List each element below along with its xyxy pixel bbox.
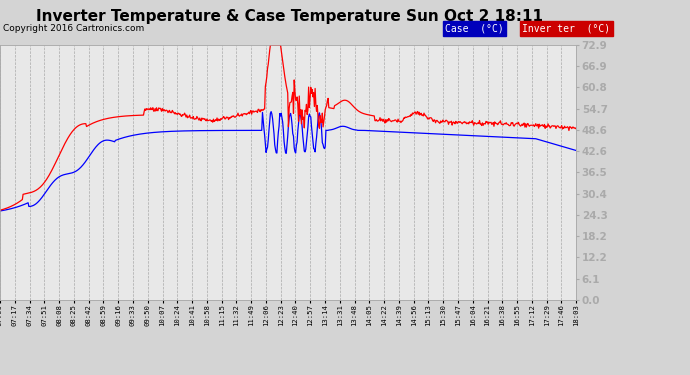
Text: Inver ter  (°C): Inver ter (°C) bbox=[522, 23, 611, 33]
Text: Copyright 2016 Cartronics.com: Copyright 2016 Cartronics.com bbox=[3, 24, 145, 33]
Text: Case  (°C): Case (°C) bbox=[445, 23, 504, 33]
Text: Inverter Temperature & Case Temperature Sun Oct 2 18:11: Inverter Temperature & Case Temperature … bbox=[37, 9, 543, 24]
